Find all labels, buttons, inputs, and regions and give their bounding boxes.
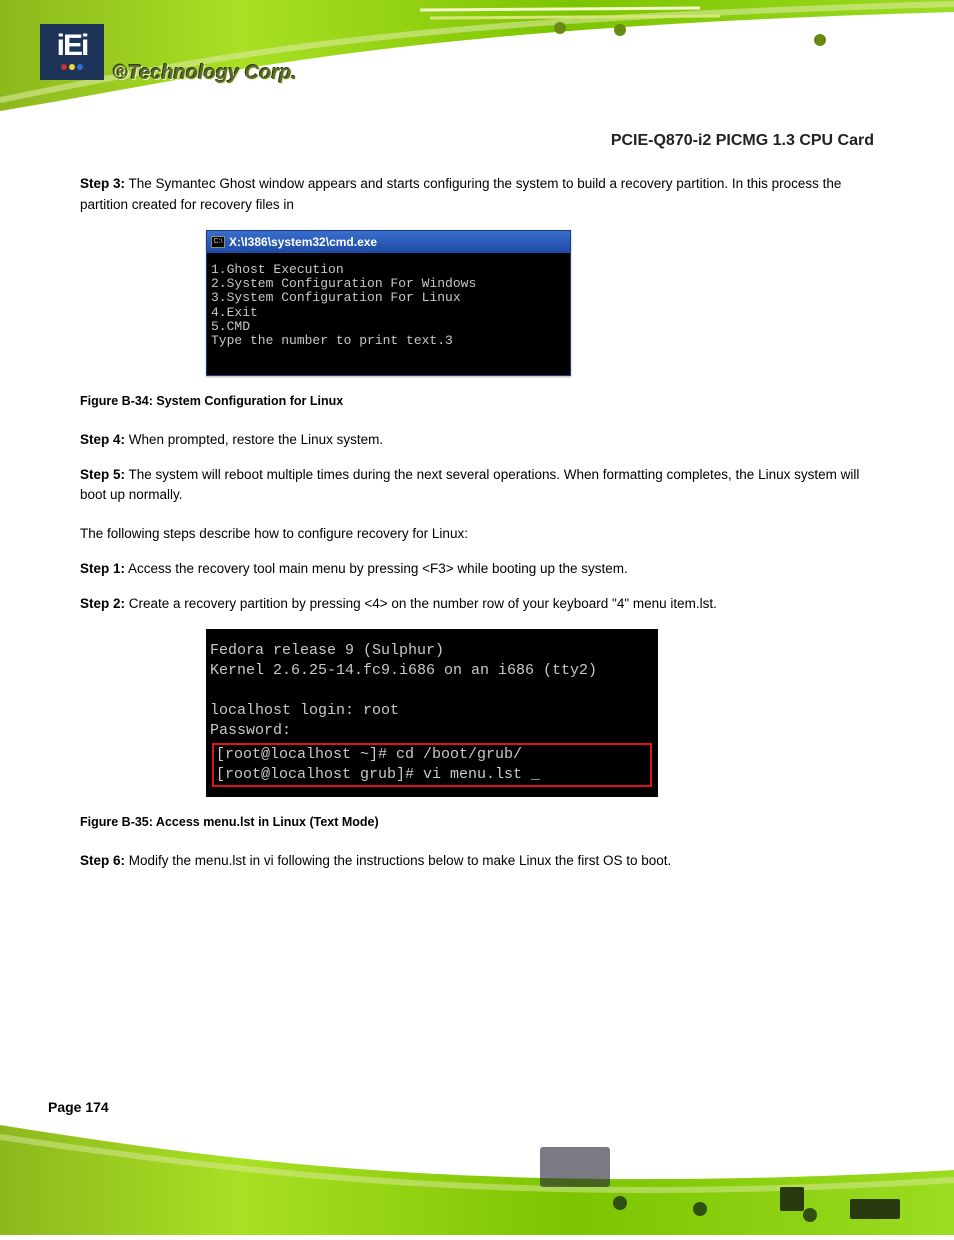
cmd-line: 1.Ghost Execution	[211, 262, 344, 277]
step-4-text: When prompted, restore the Linux system.	[129, 432, 383, 447]
linux-step-2: Step 2: Create a recovery partition by p…	[80, 594, 874, 615]
page-number: Page 174	[48, 1099, 109, 1115]
linux-body: Fedora release 9 (Sulphur) Kernel 2.6.25…	[206, 629, 658, 797]
linux-step-1-text: Access the recovery tool main menu by pr…	[128, 561, 628, 576]
step-4-label: Step 4:	[80, 432, 125, 447]
step-4: Step 4: When prompted, restore the Linux…	[80, 430, 874, 451]
cmd-line: 2.System Configuration For Windows	[211, 276, 476, 291]
figure-35-caption: Figure B-35: Access menu.lst in Linux (T…	[80, 815, 874, 829]
header-swoosh	[0, 0, 954, 111]
step-3-label: Step 3:	[80, 176, 125, 191]
cmd-titlebar: C:\ X:\I386\system32\cmd.exe	[207, 231, 570, 253]
linux-line: Password:	[210, 722, 291, 739]
cmd-line: 5.CMD	[211, 319, 250, 334]
linux-step-2-text: Create a recovery partition by pressing …	[129, 596, 717, 611]
linux-step-2-label: Step 2:	[80, 596, 125, 611]
logo-dots	[60, 57, 84, 75]
page-content: PCIE-Q870-i2 PICMG 1.3 CPU Card Step 3: …	[0, 112, 954, 886]
linux-line: [root@localhost grub]# vi menu.lst _	[216, 766, 540, 783]
step-6: Step 6: Modify the menu.lst in vi follow…	[80, 851, 874, 872]
linux-screenshot: Fedora release 9 (Sulphur) Kernel 2.6.25…	[206, 629, 658, 797]
cmd-icon: C:\	[211, 236, 225, 248]
footer-swoosh	[0, 1125, 954, 1235]
step-6-label: Step 6:	[80, 853, 125, 868]
brand-logo: iEi	[40, 24, 104, 80]
figure-34-caption: Figure B-34: System Configuration for Li…	[80, 394, 874, 408]
linux-line: localhost login: root	[210, 702, 399, 719]
brand-tagline: ®Technology Corp.	[113, 62, 297, 85]
cmd-title: X:\I386\system32\cmd.exe	[229, 235, 377, 249]
step-5: Step 5: The system will reboot multiple …	[80, 465, 874, 507]
header-banner: iEi ®Technology Corp.	[0, 0, 954, 111]
cmd-line: Type the number to print text.3	[211, 333, 453, 348]
cmd-line: 4.Exit	[211, 305, 258, 320]
step-6-text: Modify the menu.lst in vi following the …	[129, 853, 672, 868]
linux-highlight-box: [root@localhost ~]# cd /boot/grub/ [root…	[212, 743, 652, 787]
footer-banner	[0, 1125, 954, 1235]
linux-line: [root@localhost ~]# cd /boot/grub/	[216, 746, 522, 763]
step-5-label: Step 5:	[80, 467, 125, 482]
cmd-line: 3.System Configuration For Linux	[211, 290, 461, 305]
linux-line: Kernel 2.6.25-14.fc9.i686 on an i686 (tt…	[210, 662, 597, 679]
linux-step-1-label: Step 1:	[80, 561, 125, 576]
doc-title: PCIE-Q870-i2 PICMG 1.3 CPU Card	[80, 132, 874, 150]
linux-step-1: Step 1: Access the recovery tool main me…	[80, 559, 874, 580]
cmd-screenshot: C:\ X:\I386\system32\cmd.exe 1.Ghost Exe…	[206, 230, 571, 376]
step-3: Step 3: The Symantec Ghost window appear…	[80, 174, 874, 216]
step-5-text: The system will reboot multiple times du…	[80, 467, 859, 503]
step-3-text: The Symantec Ghost window appears and st…	[80, 176, 841, 212]
cmd-body: 1.Ghost Execution 2.System Configuration…	[207, 253, 570, 375]
linux-line: Fedora release 9 (Sulphur)	[210, 642, 444, 659]
note-intro: The following steps describe how to conf…	[80, 524, 874, 545]
